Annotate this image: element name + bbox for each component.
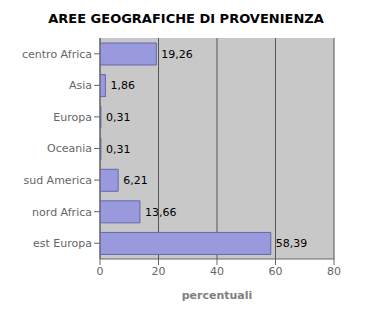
svg-text:58,39: 58,39 — [276, 237, 308, 250]
svg-text:sud America: sud America — [23, 174, 92, 187]
svg-text:40: 40 — [210, 265, 224, 278]
svg-text:6,21: 6,21 — [123, 174, 147, 187]
svg-text:centro Africa: centro Africa — [22, 48, 92, 61]
html-text:AREE GEOGRAFICHE DI PROVENIENZ: AREE GEOGRAFICHE DI PROVENIENZA — [48, 11, 324, 26]
svg-text:13,66: 13,66 — [145, 206, 177, 219]
svg-text:est Europa: est Europa — [33, 237, 92, 250]
svg-text:Europa: Europa — [53, 111, 92, 124]
svg-text:nord Africa: nord Africa — [32, 206, 92, 219]
svg-text:80: 80 — [327, 265, 341, 278]
svg-text:Oceania: Oceania — [47, 142, 92, 155]
svg-text:0,31: 0,31 — [106, 143, 131, 156]
svg-text:1,86: 1,86 — [110, 79, 134, 92]
svg-text:19,26: 19,26 — [161, 48, 193, 61]
svg-text:0,31: 0,31 — [106, 111, 131, 124]
svg-text:percentuali: percentuali — [182, 289, 253, 302]
svg-text:0: 0 — [97, 265, 104, 278]
svg-text:20: 20 — [152, 265, 166, 278]
svg-text:Asia: Asia — [69, 79, 92, 92]
svg-text:60: 60 — [269, 265, 283, 278]
